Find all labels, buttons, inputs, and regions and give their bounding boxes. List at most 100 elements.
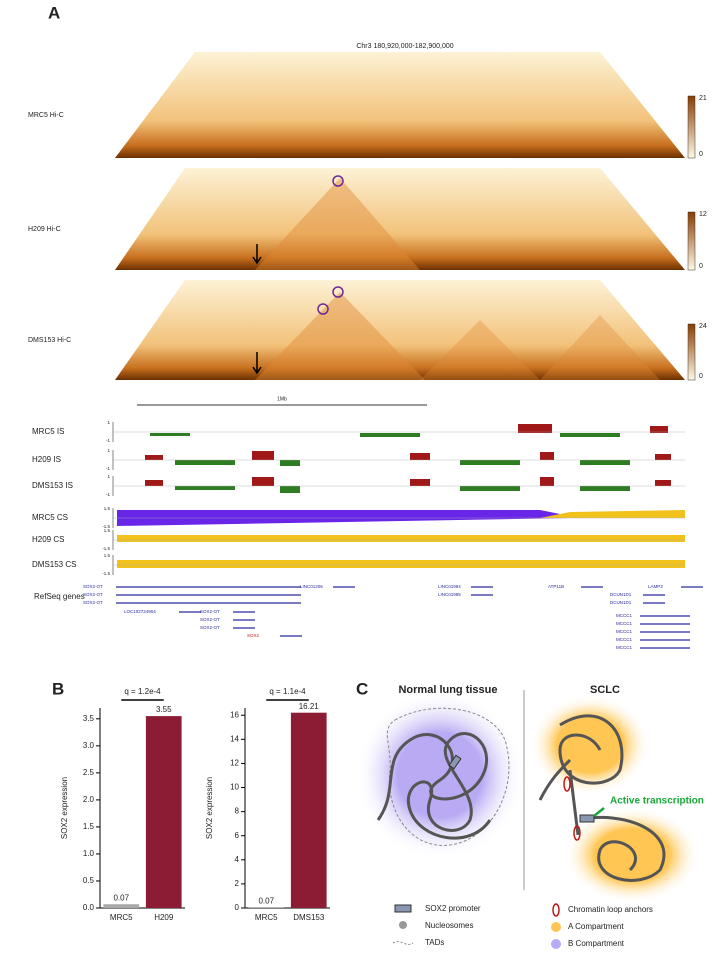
y-tick-label: 1.5 (83, 822, 95, 831)
track-tick: 1.5 (104, 553, 111, 558)
track-tick: -1.5 (102, 546, 110, 551)
gene-label: MCCC1 (616, 629, 632, 634)
panel-label: B (52, 679, 64, 698)
legend-swatch (551, 922, 561, 932)
y-tick-label: 2.5 (83, 768, 95, 777)
legend-swatch (394, 904, 412, 913)
track-tick: -1.5 (102, 524, 110, 529)
x-tick-label: MRC5 (255, 913, 278, 922)
colorbar (687, 211, 696, 271)
hic-maps (115, 52, 685, 380)
loop-circle (317, 303, 329, 315)
a-compartment (117, 560, 685, 568)
tad (255, 292, 425, 380)
bar (145, 716, 182, 908)
track-label: H209 IS (32, 455, 61, 464)
arrow (593, 807, 605, 817)
track-label: MRC5 IS (32, 427, 64, 436)
legend-swatch (399, 921, 407, 929)
gene-label: MCCC1 (616, 637, 632, 642)
track-label: MRC5 CS (32, 513, 68, 522)
y-tick-label: 12 (230, 759, 239, 768)
track-tick: 1 (107, 474, 110, 479)
arrow (252, 244, 262, 265)
gene-label: LINC01995 (438, 592, 461, 597)
y-tick-label: 14 (230, 734, 239, 743)
value-label: 16.21 (299, 702, 320, 711)
y-tick-label: 1.0 (83, 849, 95, 858)
y-axis-label: SOX2 expression (60, 777, 69, 839)
b-compartment-blob (355, 690, 525, 860)
gene-label: SOX2-OT (83, 592, 103, 597)
gene-label: LINC01994 (438, 584, 461, 589)
y-tick-label: 10 (230, 783, 239, 792)
value-label: 3.55 (156, 705, 172, 714)
q-value: q = 1.2e-4 (124, 687, 161, 696)
loop-circle (332, 286, 344, 298)
loop-circle (332, 175, 344, 187)
y-axis-label: SOX2 expression (205, 777, 214, 839)
arrow-text: Active transcription (610, 796, 704, 807)
track-tick: 1.5 (104, 506, 111, 511)
gene-label: SOX2-OT (83, 600, 103, 605)
colorbar-max: 24 (699, 323, 707, 330)
track-tick: -1 (106, 492, 110, 497)
track-label: DMS153 IS (32, 481, 73, 490)
gene-label: DCUN1D1 (610, 592, 632, 597)
genes-label: RefSeq genes (34, 592, 85, 601)
promoter (448, 754, 462, 770)
gene-label: SOX2-OT (200, 609, 220, 614)
a-compartment-blob (564, 807, 700, 903)
colorbar-min: 0 (699, 263, 703, 270)
a-compartment-blob (530, 695, 650, 795)
a-compartment (540, 510, 685, 518)
gene-label: LOC102724904 (124, 609, 156, 614)
bar-charts: SOX2 expression 0.0 0.5 1.0 1.5 2.0 2.5 3.0 3.5 0… (60, 687, 330, 922)
is-peaks (145, 424, 671, 486)
arrow (252, 352, 262, 375)
colorbar-max: 21 (699, 95, 707, 102)
x-tick-label: DMS153 (293, 913, 325, 922)
value-label: 0.07 (113, 893, 129, 902)
q-value: q = 1.1e-4 (269, 687, 306, 696)
genes: SOX2-OT SOX2-OT SOX2-OT LOC102724904 SOX2-OT… (83, 584, 703, 650)
legend-swatch (551, 939, 561, 949)
gene-label: SOX2 (247, 633, 260, 638)
y-tick-label: 6 (235, 831, 240, 840)
gene-label: LINC01206 (300, 584, 323, 589)
colorbar (687, 323, 696, 381)
gene-label: DCUN1D1 (610, 600, 632, 605)
x-tick-label: H209 (154, 913, 174, 922)
promoter (579, 814, 595, 823)
legend-text: TADs (425, 938, 444, 947)
track-tick: 1 (107, 420, 110, 425)
colorbar (687, 95, 696, 159)
colorbar-max: 12 (699, 211, 707, 218)
scale-label: 1Mb (277, 396, 287, 402)
gene-label: ATP11B (548, 584, 564, 589)
legend-text: B Compartment (568, 939, 625, 948)
bar (103, 904, 140, 908)
gene-label: SOX2-OT (200, 625, 220, 630)
chromatin (538, 714, 666, 882)
y-tick-label: 0.5 (83, 876, 95, 885)
gene-label: MCCC1 (616, 621, 632, 626)
chromatin (376, 732, 492, 840)
legend: SOX2 promoter Nucleosomes TADs Chromatin… (392, 903, 653, 949)
panel-label: A (48, 3, 60, 22)
track-tick: -1 (106, 438, 110, 443)
track-tick: 1 (107, 448, 110, 453)
hic-map (115, 52, 685, 158)
a-compartment (117, 535, 685, 542)
bar (248, 907, 285, 908)
gene-label: SOX2-OT (200, 617, 220, 622)
colorbar-min: 0 (699, 151, 703, 158)
y-tick-label: 0 (235, 903, 240, 912)
tad (420, 315, 660, 380)
hic-label: H209 Hi-C (28, 226, 61, 233)
gene-label: SOX2-OT (83, 584, 103, 589)
legend-swatch (552, 903, 560, 917)
track-tick: 1.5 (104, 528, 111, 533)
panel-label: C (356, 679, 368, 698)
